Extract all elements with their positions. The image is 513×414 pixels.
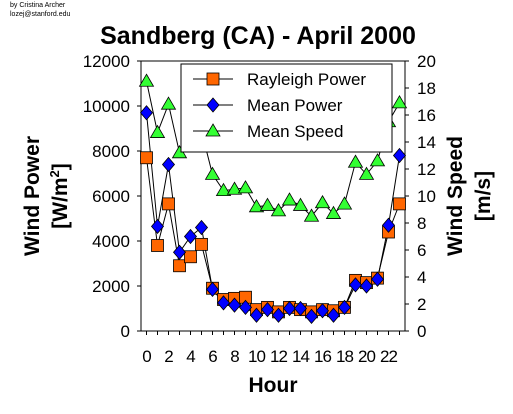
mean-power-point (172, 244, 187, 260)
x-tick-label: 2 (164, 347, 173, 366)
mean-power-point (260, 302, 275, 318)
mean-power-point (381, 217, 396, 233)
y-left-tick-label: 12000 (83, 52, 130, 71)
series-layer (138, 73, 408, 324)
y-left-tick-label: 2000 (92, 277, 130, 296)
x-tick-label: 6 (208, 347, 217, 366)
mean-power-point (238, 299, 253, 315)
mean-speed-point (248, 199, 265, 213)
mean-speed-point (226, 181, 243, 195)
mean-power-point (150, 218, 165, 234)
y-right-tick-label: 12 (417, 160, 436, 179)
x-tick-label: 20 (358, 347, 375, 366)
axes: 0200040006000800010000120000246810121416… (21, 52, 495, 397)
mean-speed-point (336, 196, 353, 210)
x-tick-label: 12 (270, 347, 287, 366)
mean-speed-point (281, 192, 298, 206)
y-right-tick-label: 0 (417, 322, 426, 341)
y-right-axis-title: Wind Speed [m/s] (444, 136, 495, 256)
legend-label: Mean Speed (247, 122, 343, 141)
y-left-tick-label: 0 (121, 322, 130, 341)
mean-speed-point (215, 182, 232, 197)
mean-power-point (392, 147, 407, 164)
mean-power-point (194, 219, 209, 236)
mean-power-point (348, 277, 363, 293)
rayleigh-power-point (140, 151, 153, 165)
x-tick-label: 0 (142, 347, 151, 366)
mean-speed-point (259, 197, 276, 211)
y-right-tick-label: 10 (417, 187, 436, 206)
x-tick-label: 10 (248, 347, 265, 366)
credit-text: by Cristina Archer lozej@stanford.edu (10, 1, 70, 19)
y-right-tick-label: 6 (417, 241, 426, 260)
y-right-tick-label: 8 (417, 214, 426, 233)
mean-power-point (293, 300, 308, 317)
legend-marker (206, 72, 220, 86)
mean-speed-point (270, 203, 287, 217)
chart-title: Sandberg (CA) - April 2000 (100, 22, 416, 50)
legend-label: Mean Power (247, 96, 343, 115)
mean-power-point (326, 307, 341, 323)
y-right-tick-label: 14 (417, 133, 436, 152)
y-right-tick-label: 18 (417, 79, 436, 98)
x-tick-label: 4 (186, 347, 195, 366)
mean-speed-point (292, 197, 309, 211)
rayleigh-power-point (184, 250, 197, 264)
x-tick-label: 18 (336, 347, 353, 366)
x-tick-label: 16 (314, 347, 331, 366)
y-left-axis-title: Wind Power [W/m2] (21, 136, 72, 256)
x-tick-label: 22 (380, 347, 397, 366)
mean-power-point (315, 303, 330, 319)
y-right-tick-label: 20 (417, 52, 436, 71)
mean-power-point (227, 297, 242, 313)
rayleigh-power-point (173, 259, 186, 273)
rayleigh-power-point (393, 197, 406, 211)
y-right-tick-label: 2 (417, 295, 426, 314)
x-axis-title: Hour (249, 374, 298, 397)
mean-speed-point (358, 166, 375, 180)
mean-power-point (359, 278, 374, 294)
legend: Rayleigh Power Mean Power Mean Speed (180, 63, 393, 153)
rayleigh-power-point (162, 197, 175, 211)
mean-power-point (183, 228, 198, 245)
mean-speed-point (160, 96, 177, 110)
mean-power-point (205, 281, 220, 297)
mean-speed-point (314, 194, 331, 209)
rayleigh-power-point (151, 239, 164, 252)
mean-power-point (282, 300, 297, 317)
mean-speed-point (149, 124, 166, 138)
credit-line-2: lozej@stanford.edu (10, 11, 71, 18)
y-left-tick-label: 10000 (83, 97, 130, 116)
credit-line-1: by Cristina Archer (10, 2, 66, 9)
mean-power-point (216, 295, 231, 311)
mean-speed-point (325, 205, 342, 219)
y-left-tick-label: 4000 (92, 232, 130, 251)
mean-speed-point (138, 73, 155, 87)
legend-marker (205, 123, 221, 137)
mean-speed-point (303, 208, 320, 222)
x-tick-label: 14 (292, 347, 309, 366)
mean-power-point (370, 271, 385, 287)
mean-power-point (249, 307, 264, 323)
y-right-tick-label: 16 (417, 106, 436, 125)
rayleigh-power-point (195, 237, 208, 251)
mean-power-point (337, 299, 352, 315)
mean-power-point (139, 105, 154, 121)
mean-speed-point (391, 95, 408, 109)
mean-speed-point (204, 166, 221, 180)
mean-speed-point (347, 154, 364, 168)
mean-power-point (304, 308, 319, 324)
x-tick-label: 8 (230, 347, 239, 366)
mean-power-point (161, 156, 176, 173)
mean-speed-point (369, 153, 386, 167)
mean-power-point (271, 307, 286, 323)
legend-label: Rayleigh Power (247, 70, 366, 89)
mean-speed-point (237, 180, 254, 194)
y-left-tick-label: 8000 (92, 142, 130, 161)
y-left-tick-label: 6000 (92, 187, 130, 206)
legend-marker (206, 97, 220, 113)
y-right-tick-label: 4 (417, 268, 426, 287)
